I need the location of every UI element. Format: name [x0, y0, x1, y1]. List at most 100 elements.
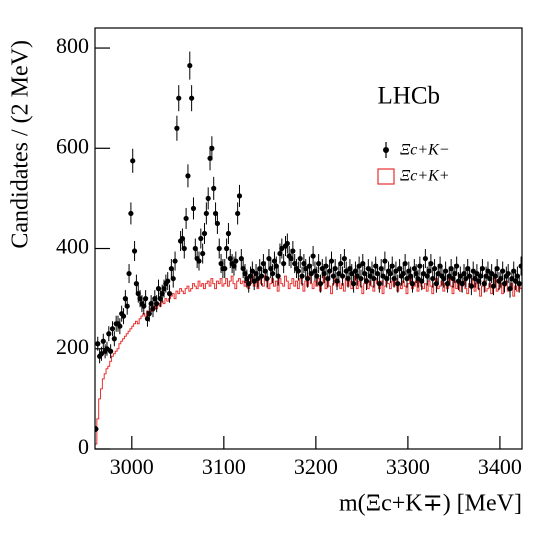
data-point — [122, 296, 128, 302]
data-point — [268, 265, 274, 272]
legend-label: Ξc+K+ — [400, 168, 450, 185]
data-point — [95, 426, 99, 432]
data-point — [131, 248, 138, 254]
data-point — [106, 331, 112, 337]
data-point — [490, 283, 497, 289]
data-point — [371, 275, 377, 282]
data-point — [157, 296, 163, 302]
data-point — [369, 268, 375, 274]
frame — [94, 27, 523, 450]
data-point — [128, 210, 134, 217]
data-point — [430, 275, 436, 282]
data-point — [411, 265, 417, 272]
data-point — [240, 265, 246, 272]
data-point — [422, 255, 428, 262]
data-point — [144, 316, 151, 322]
data-point — [174, 125, 180, 131]
data-point — [468, 283, 474, 289]
data-point — [452, 270, 458, 277]
data-point — [303, 265, 309, 272]
data-point — [428, 260, 434, 267]
data-point — [365, 265, 371, 272]
legend-label: Ξc+K− — [400, 142, 450, 159]
data-point — [516, 281, 522, 287]
data-point — [319, 265, 325, 272]
data-point — [181, 245, 187, 252]
data-point — [494, 265, 500, 272]
data-point — [446, 273, 452, 279]
data-point — [349, 270, 355, 277]
data-point — [314, 273, 320, 279]
data-point — [192, 245, 198, 252]
data-point — [255, 275, 261, 282]
data-point — [304, 275, 311, 282]
data-point — [176, 95, 182, 101]
data-point — [413, 270, 419, 277]
data-point — [117, 323, 123, 329]
data-point — [185, 173, 191, 179]
data-point — [207, 155, 213, 161]
data-point — [317, 281, 324, 287]
data-point — [487, 275, 493, 282]
data-point — [380, 273, 386, 279]
data-point — [295, 268, 301, 274]
data-point — [244, 275, 250, 282]
data-point — [433, 281, 440, 287]
legend-marker — [383, 147, 389, 153]
data-point — [481, 281, 487, 287]
data-point — [477, 273, 484, 279]
data-point — [126, 270, 132, 277]
data-point — [148, 301, 154, 307]
data-point — [233, 258, 239, 264]
data-point — [166, 291, 173, 297]
data-point — [284, 240, 290, 247]
data-point — [514, 273, 520, 279]
y-tick-label: 400 — [56, 234, 89, 259]
data-point — [472, 275, 478, 282]
data-point — [378, 265, 384, 272]
data-point — [159, 291, 165, 297]
data-point — [476, 278, 482, 284]
data-point — [260, 260, 267, 267]
data-point — [500, 268, 506, 274]
data-point — [109, 326, 116, 332]
data-point — [409, 281, 416, 287]
data-point — [437, 263, 443, 269]
data-point — [196, 258, 202, 264]
y-tick-label: 0 — [78, 434, 89, 459]
y-axis-title: Candidates / (2 MeV) — [8, 40, 34, 249]
data-point — [155, 286, 162, 292]
data-point — [448, 265, 454, 272]
data-point — [222, 265, 228, 272]
x-tick-label: 3300 — [386, 454, 430, 479]
data-point — [281, 260, 287, 267]
x-tick-label: 3100 — [202, 454, 246, 479]
data-point — [225, 230, 232, 237]
data-point — [152, 296, 158, 302]
data-point — [189, 95, 195, 101]
data-point — [249, 268, 255, 274]
data-point — [328, 258, 335, 264]
data-point — [290, 248, 296, 254]
data-point — [323, 263, 329, 269]
data-point — [262, 268, 268, 274]
data-point — [330, 273, 336, 279]
data-point — [483, 273, 489, 279]
data-point — [465, 265, 471, 272]
data-point — [512, 278, 519, 284]
data-point — [146, 311, 152, 317]
data-point — [238, 255, 244, 262]
data-point — [444, 281, 451, 287]
data-point — [509, 275, 515, 282]
data-point — [212, 210, 219, 217]
data-point — [288, 255, 294, 262]
data-point — [154, 301, 160, 307]
data-point — [130, 158, 136, 164]
data-point — [382, 258, 388, 264]
data-point — [426, 268, 432, 274]
data-point — [345, 275, 351, 282]
data-point — [310, 253, 316, 259]
x-axis-title: m(Ξc+K∓) [MeV] — [339, 491, 522, 517]
plot-area — [95, 51, 522, 449]
data-point — [350, 281, 357, 287]
